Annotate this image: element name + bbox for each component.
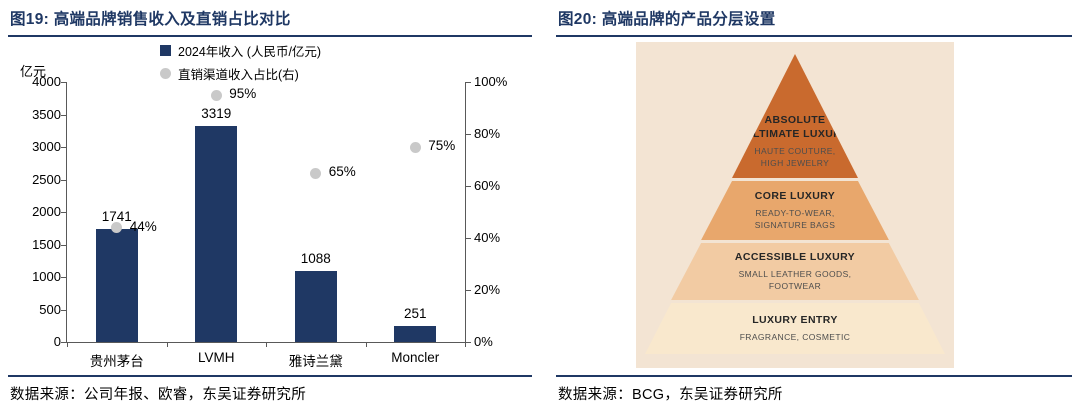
left-axis-tick-label: 4000 — [32, 74, 61, 89]
right-axis-tick-label: 60% — [474, 178, 501, 193]
direct-sales-ratio-dot — [409, 141, 421, 153]
left-axis-tick-label: 3500 — [32, 106, 61, 122]
pyramid-tier: CORE LUXURY READY-TO-WEAR, SIGNATURE BAGS — [701, 181, 889, 240]
direct-sales-ratio-dot — [310, 167, 322, 179]
bottom-axis-tick-mark — [266, 342, 267, 347]
direct-sales-ratio-label: 75% — [428, 138, 456, 153]
left-axis-tick-label: 2500 — [32, 171, 61, 187]
left-axis-tick-label: 2000 — [32, 204, 61, 219]
bar-series-swatch — [160, 45, 171, 56]
figure-20-separator-line — [556, 375, 1072, 377]
dot-series-swatch — [160, 68, 171, 79]
bottom-axis-tick-mark — [166, 342, 168, 347]
figure-19-source: 数据来源：公司年报、欧睿，东吴证券研究所 — [10, 387, 306, 403]
revenue-bar — [195, 126, 238, 342]
bar-chart-plot: 4000 3500 3000 2500 2000 1500 1000 500 0 100% 80% 6… — [32, 74, 507, 369]
left-axis-tick-label: 500 — [39, 301, 61, 317]
direct-sales-ratio-dot — [111, 222, 123, 234]
figure-19-separator-line — [8, 375, 532, 377]
left-axis-tick-mark — [61, 342, 67, 343]
pyramid-tier: LUXURY ENTRY FRAGRANCE, COSMETIC — [645, 303, 945, 354]
right-axis-tick-mark — [465, 290, 471, 291]
figure-19-title: 图19: 高端品牌销售收入及直销占比对比 — [8, 4, 532, 37]
revenue-bar — [394, 325, 437, 342]
luxury-pyramid: ABSOLUTE /ULTIMATE LUXURY HAUTE COUTURE, … — [645, 54, 945, 354]
pyramid-tier: ABSOLUTE /ULTIMATE LUXURY HAUTE COUTURE, … — [732, 54, 858, 178]
left-axis-tick-mark — [61, 82, 67, 83]
right-axis-tick-mark — [465, 238, 471, 239]
pyramid-background: ABSOLUTE /ULTIMATE LUXURY HAUTE COUTURE, … — [636, 42, 954, 368]
direct-sales-ratio-label: 44% — [129, 218, 157, 234]
category-label: 雅诗兰黛 — [288, 354, 343, 369]
figure-20-title: 图20: 高端品牌的产品分层设置 — [556, 4, 1072, 37]
pyramid-tier-sublabel: SMALL LEATHER GOODS, FOOTWEAR — [738, 269, 852, 292]
chart-legend: 2024年收入 (人民币/亿元) 直销渠道收入占比(右) — [160, 41, 321, 83]
left-axis-tick-mark — [61, 147, 67, 148]
revenue-bar — [294, 271, 337, 342]
direct-sales-ratio-dot — [210, 89, 222, 101]
pyramid-tier-sublabel: HAUTE COUTURE, HIGH JEWELRY — [754, 146, 836, 169]
category-label: Moncler — [391, 350, 440, 365]
category-label: 贵州茅台 — [89, 354, 144, 369]
right-axis-tick-mark — [465, 134, 471, 135]
left-axis-tick-mark — [61, 244, 67, 246]
pyramid-tier-label: ACCESSIBLE LUXURY — [734, 251, 856, 264]
legend-item-revenue: 2024年收入 (人民币/亿元) — [160, 41, 321, 60]
bar-value-label: 251 — [403, 305, 427, 321]
bottom-axis-tick-mark — [465, 342, 466, 347]
category-label: LVMH — [197, 350, 235, 365]
pyramid-tier-label: CORE LUXURY — [754, 190, 836, 203]
revenue-bar — [95, 228, 138, 342]
left-axis-unit-label: 亿元 — [20, 64, 47, 79]
pyramid-tier: ACCESSIBLE LUXURY SMALL LEATHER GOODS, FO… — [671, 243, 919, 300]
direct-sales-ratio-label: 65% — [328, 164, 356, 179]
direct-sales-ratio-label: 95% — [229, 86, 257, 101]
left-axis-tick-label: 3000 — [32, 139, 61, 154]
figure-20-source: 数据来源：BCG，东吴证券研究所 — [558, 387, 783, 403]
left-axis-tick-mark — [61, 114, 67, 116]
legend-item-direct-sales-ratio: 直销渠道收入占比(右) — [160, 64, 321, 83]
bar-value-label: 1741 — [101, 208, 132, 224]
bar-value-label: 1088 — [300, 251, 331, 267]
right-axis-tick-mark — [465, 82, 471, 83]
figure-19-panel: 图19: 高端品牌销售收入及直销占比对比 2024年收入 (人民币/亿元) 直销… — [8, 4, 532, 403]
bar-value-label: 3319 — [201, 106, 232, 122]
right-axis-tick-label: 0% — [474, 334, 493, 349]
left-axis-tick-mark — [61, 179, 67, 181]
bottom-axis-tick-mark — [365, 342, 367, 347]
left-axis-tick-label: 0 — [53, 334, 61, 349]
pyramid-tier-sublabel: FRAGRANCE, COSMETIC — [739, 332, 851, 343]
right-axis-tick-label: 20% — [474, 282, 501, 297]
figure-20-panel: 图20: 高端品牌的产品分层设置 ABSOLUTE /ULTIMATE LUXU… — [556, 4, 1072, 403]
left-axis-tick-mark — [61, 212, 67, 213]
legend-label-revenue: 2024年收入 (人民币/亿元) — [178, 45, 322, 59]
legend-label-direct-sales-ratio: 直销渠道收入占比(右) — [178, 68, 299, 82]
right-axis-tick-label: 100% — [474, 74, 508, 89]
right-axis-tick-label: 80% — [474, 126, 501, 141]
left-axis-tick-mark — [61, 309, 67, 311]
pyramid-tier-label: LUXURY ENTRY — [752, 313, 838, 326]
right-axis-tick-label: 40% — [474, 230, 501, 245]
left-axis-tick-label: 1500 — [32, 236, 61, 252]
pyramid-tier-label: ABSOLUTE /ULTIMATE LUXURY — [741, 113, 849, 141]
right-axis-tick-mark — [465, 342, 471, 343]
bottom-axis-tick-mark — [67, 342, 68, 347]
right-axis-tick-mark — [465, 186, 471, 187]
left-axis-tick-mark — [61, 277, 67, 278]
pyramid-tier-sublabel: READY-TO-WEAR, SIGNATURE BAGS — [754, 208, 836, 231]
left-axis-tick-label: 1000 — [32, 269, 61, 284]
